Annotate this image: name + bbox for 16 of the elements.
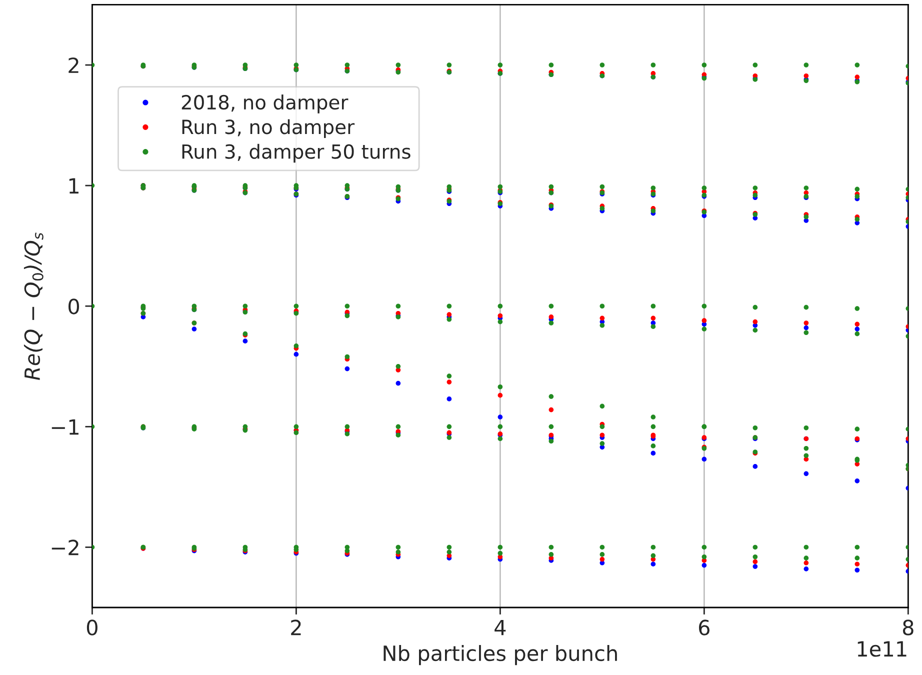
x-axis-title: Nb particles per bunch: [384, 645, 617, 666]
legend-label: Run 3, no damper: [182, 119, 355, 138]
y-tick-label: 0: [68, 298, 80, 314]
y-axis-title: Re(Q − Q$_{0}$)/Q$_{s}$: [24, 232, 44, 380]
x-tick-label: 2: [291, 620, 301, 636]
y-tick-label: 1: [69, 178, 78, 194]
x-tick-label: 8: [902, 620, 914, 636]
legend-label: 2018, no damper: [182, 94, 348, 114]
x-tick-label: 0: [86, 620, 98, 636]
text: 1e11: [858, 641, 906, 657]
y-tick-label: −1: [52, 419, 78, 435]
legend-label: Run 3, damper 50 turns: [182, 144, 410, 163]
x-tick-label: 4: [494, 620, 506, 636]
y-tick-label: −2: [52, 540, 78, 556]
x-tick-label: 6: [699, 620, 710, 636]
y-tick-label: 2: [68, 57, 78, 73]
